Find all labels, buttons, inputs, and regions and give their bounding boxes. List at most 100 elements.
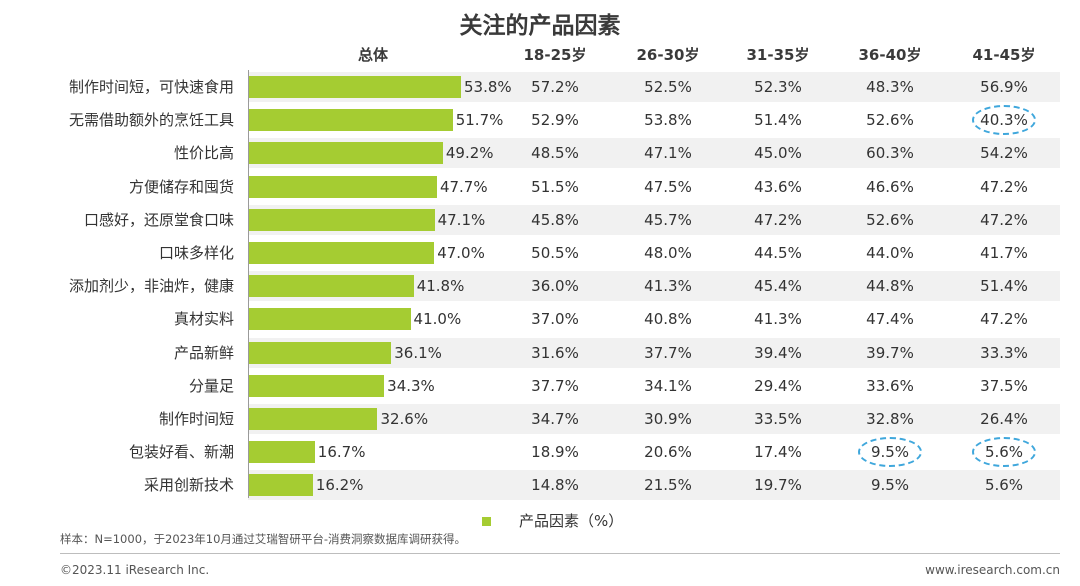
table-cell: 43.6% bbox=[754, 177, 802, 196]
table-cell: 37.5% bbox=[980, 376, 1028, 395]
table-cell: 37.7% bbox=[531, 376, 579, 395]
table-cell: 44.0% bbox=[866, 244, 914, 262]
column-header: 总体 bbox=[357, 46, 388, 64]
category-label: 口味多样化 bbox=[158, 244, 234, 262]
table-cell: 47.2% bbox=[754, 210, 802, 229]
legend-swatch bbox=[482, 517, 491, 526]
legend-label: 产品因素（%） bbox=[519, 512, 624, 530]
category-label: 产品新鲜 bbox=[173, 343, 234, 362]
table-cell: 21.5% bbox=[644, 476, 692, 495]
column-header: 18-25岁 bbox=[523, 46, 587, 64]
table-cell: 34.1% bbox=[644, 376, 692, 395]
category-label: 采用创新技术 bbox=[143, 476, 234, 495]
table-cell: 44.8% bbox=[866, 277, 914, 296]
sample-note: 样本：N=1000，于2023年10月通过艾瑞智研平台-消费洞察数据库调研获得。 bbox=[60, 532, 467, 546]
table-cell: 33.5% bbox=[754, 410, 802, 428]
table-cell: 36.0% bbox=[531, 277, 579, 296]
column-header: 41-45岁 bbox=[972, 46, 1036, 64]
table-cell: 56.9% bbox=[980, 78, 1028, 96]
website-link[interactable]: www.iresearch.com.cn bbox=[925, 563, 1060, 577]
copyright: ©2023.11 iResearch Inc. bbox=[60, 563, 210, 577]
footer-divider bbox=[60, 553, 1060, 554]
table-cell: 54.2% bbox=[980, 144, 1028, 163]
category-label: 分量足 bbox=[188, 376, 234, 395]
table-cell: 45.7% bbox=[644, 210, 692, 229]
table-cell: 52.5% bbox=[644, 78, 692, 96]
bar-value-label: 53.8% bbox=[464, 78, 512, 96]
table-cell: 39.7% bbox=[866, 343, 914, 362]
table-cell: 52.6% bbox=[866, 210, 914, 229]
bar bbox=[249, 142, 443, 165]
table-cell: 45.8% bbox=[531, 210, 579, 229]
table-cell: 17.4% bbox=[754, 443, 802, 462]
table-cell: 57.2% bbox=[531, 78, 579, 96]
table-cell: 52.9% bbox=[531, 111, 579, 130]
table-cell: 47.5% bbox=[644, 177, 692, 196]
table-cell: 34.7% bbox=[531, 410, 579, 428]
bar bbox=[249, 109, 453, 132]
table-cell: 29.4% bbox=[754, 376, 802, 395]
table-cell: 31.6% bbox=[531, 343, 579, 362]
table-cell: 44.5% bbox=[754, 244, 802, 262]
table-cell: 45.0% bbox=[754, 144, 802, 163]
category-label: 添加剂少，非油炸，健康 bbox=[68, 277, 234, 296]
category-axis-line bbox=[248, 70, 249, 498]
category-label: 制作时间短，可快速食用 bbox=[68, 78, 234, 96]
bar-value-label: 41.0% bbox=[413, 310, 462, 329]
table-cell: 45.4% bbox=[754, 277, 802, 296]
column-header: 36-40岁 bbox=[858, 46, 922, 64]
bar-value-label: 51.7% bbox=[455, 111, 504, 130]
table-cell: 37.7% bbox=[644, 343, 692, 362]
bar-value-label: 41.8% bbox=[416, 277, 465, 296]
column-header: 26-30岁 bbox=[636, 46, 700, 64]
table-cell: 52.6% bbox=[866, 111, 914, 130]
category-label: 方便储存和囤货 bbox=[128, 177, 234, 196]
bar bbox=[249, 76, 461, 98]
bar-value-label: 49.2% bbox=[445, 144, 494, 163]
table-cell: 47.1% bbox=[644, 144, 692, 163]
table-cell: 19.7% bbox=[754, 476, 802, 495]
bar bbox=[249, 275, 414, 298]
table-cell: 32.8% bbox=[866, 410, 914, 428]
row-stripe bbox=[248, 470, 1060, 501]
bar-value-label: 16.2% bbox=[315, 476, 364, 495]
bar bbox=[249, 374, 385, 397]
bar-value-label: 34.3% bbox=[387, 376, 435, 395]
table-cell: 39.4% bbox=[754, 343, 802, 362]
row-stripe bbox=[248, 404, 1060, 434]
table-cell: 50.5% bbox=[531, 244, 579, 262]
table-cell: 52.3% bbox=[754, 78, 802, 96]
table-cell: 41.3% bbox=[754, 310, 802, 329]
table-cell: 40.8% bbox=[644, 310, 692, 329]
bar bbox=[249, 175, 437, 198]
bar bbox=[249, 308, 411, 331]
table-cell: 48.5% bbox=[531, 144, 579, 163]
bar bbox=[249, 242, 435, 264]
table-cell: 60.3% bbox=[866, 144, 914, 163]
category-label: 口感好，还原堂食口味 bbox=[83, 210, 234, 229]
table-cell: 33.3% bbox=[980, 343, 1028, 362]
highlight-ellipse bbox=[972, 105, 1036, 136]
category-label: 无需借助额外的烹饪工具 bbox=[68, 111, 234, 130]
bar-value-label: 16.7% bbox=[317, 443, 366, 462]
bar-value-label: 47.0% bbox=[437, 244, 485, 262]
chart-title: 关注的产品因素 bbox=[459, 13, 621, 39]
table-cell: 48.0% bbox=[644, 244, 692, 262]
table-cell: 47.2% bbox=[980, 177, 1028, 196]
table-cell: 47.4% bbox=[866, 310, 914, 329]
table-cell: 26.4% bbox=[980, 410, 1028, 428]
table-cell: 51.4% bbox=[754, 111, 802, 130]
bar bbox=[249, 474, 313, 497]
bar-value-label: 36.1% bbox=[394, 343, 442, 362]
category-label: 真材实料 bbox=[173, 310, 234, 329]
bar bbox=[249, 341, 392, 364]
bar-value-label: 47.1% bbox=[437, 210, 486, 229]
category-label: 包装好看、新潮 bbox=[128, 443, 234, 462]
bar-value-label: 47.7% bbox=[439, 177, 488, 196]
table-cell: 51.5% bbox=[531, 177, 579, 196]
table-cell: 41.7% bbox=[980, 244, 1028, 262]
highlight-ellipse bbox=[972, 437, 1036, 468]
category-label: 性价比高 bbox=[173, 144, 234, 163]
table-cell: 51.4% bbox=[980, 277, 1028, 296]
highlight-ellipse bbox=[858, 437, 922, 468]
